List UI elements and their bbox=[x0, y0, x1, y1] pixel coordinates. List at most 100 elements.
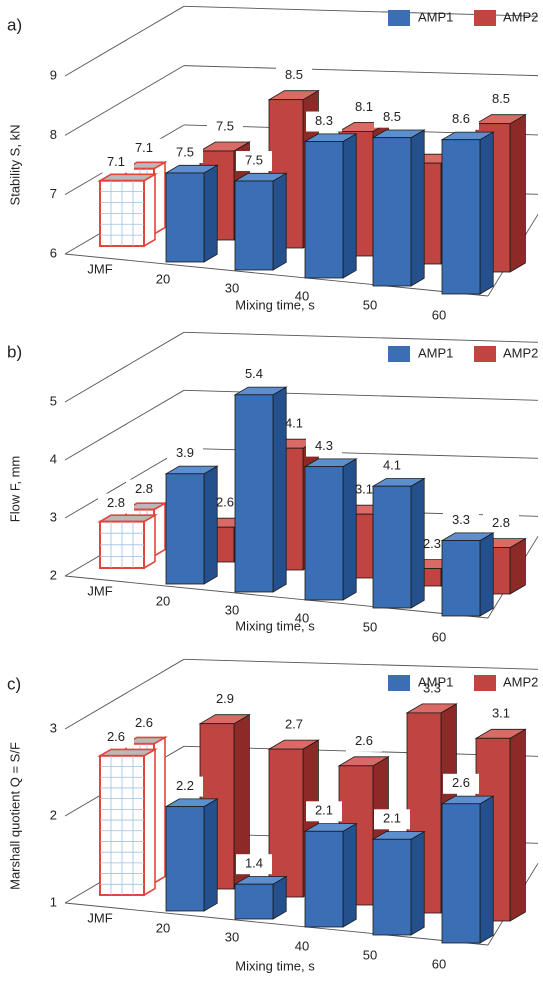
x-tick-label: JMF bbox=[87, 910, 112, 925]
x-tick-label: JMF bbox=[87, 583, 112, 598]
amp1-value-label: 5.4 bbox=[236, 364, 272, 385]
gridline-depth bbox=[64, 331, 185, 403]
amp1-bar-40-front bbox=[304, 466, 344, 601]
amp1-bar-40-side bbox=[342, 822, 357, 928]
legend: AMP1 AMP2 bbox=[388, 9, 538, 26]
amp1-value-label-text: 3.9 bbox=[176, 445, 194, 460]
chart-a: a) 6 7 8 9 Stability S, kN 7.5 8.5 8.1 8.5 7.1 7.1 7… bbox=[7, 5, 539, 322]
amp2-value-label-text: 2.7 bbox=[285, 717, 303, 732]
amp1-bar-20-front bbox=[165, 172, 205, 263]
y-tick-label: 1 bbox=[50, 894, 57, 909]
amp1-bar-20-front bbox=[165, 473, 205, 585]
amp1-value-label: 7.5 bbox=[167, 143, 203, 163]
floor-edge bbox=[64, 253, 489, 297]
amp1-bar-60-side bbox=[479, 795, 494, 944]
legend-swatch-amp1 bbox=[388, 675, 410, 691]
amp1-value-label-text: 2.1 bbox=[383, 811, 401, 826]
amp2-bar-30-front bbox=[268, 748, 304, 898]
x-tick-label: JMF bbox=[87, 261, 112, 276]
x-tick-label: 40 bbox=[295, 288, 309, 303]
amp1-bar-30 bbox=[233, 172, 288, 271]
amp1-bar-50-side bbox=[410, 477, 425, 609]
amp1-value-label: 2.1 bbox=[374, 809, 410, 830]
gridline-back bbox=[183, 658, 539, 670]
amp2-value-label-bg bbox=[276, 65, 312, 86]
amp1-value-label-bg bbox=[443, 773, 479, 794]
floor-edge bbox=[64, 902, 489, 946]
gridline-depth bbox=[64, 389, 185, 461]
y-tick-label: 4 bbox=[50, 451, 57, 466]
amp2-value-label-text: 8.5 bbox=[285, 67, 303, 82]
amp1-bar-20 bbox=[164, 164, 219, 263]
x-tick-label: 40 bbox=[295, 938, 309, 953]
amp2-value-label-text: 2.9 bbox=[216, 691, 234, 706]
legend-label-amp2: AMP2 bbox=[503, 345, 538, 360]
amp1-value-label: 3.9 bbox=[167, 443, 203, 464]
amp1-bar-50-front bbox=[372, 137, 412, 287]
amp1-bar-60-front bbox=[441, 803, 481, 944]
jmf-front-bar-side bbox=[143, 172, 156, 248]
amp1-bar-30-front bbox=[234, 180, 274, 271]
amp1-bar-30 bbox=[233, 386, 288, 593]
amp1-value-label-text: 8.3 bbox=[315, 113, 333, 128]
amp2-value-label: 3.1 bbox=[483, 704, 519, 725]
chart-c: c) 1 2 3 Marshall quotient Q = S/F 2.9 2.7 2.6 3… bbox=[7, 658, 539, 973]
legend-swatch-amp2 bbox=[474, 346, 496, 362]
amp1-bar-30-front bbox=[234, 394, 274, 593]
amp1-bar-30 bbox=[233, 875, 288, 920]
amp1-bar-60 bbox=[440, 795, 495, 944]
amp1-value-label-text: 8.6 bbox=[452, 111, 470, 126]
legend-swatch-amp1 bbox=[388, 346, 410, 362]
amp1-value-label-bg bbox=[306, 801, 342, 822]
amp2-value-label-bg bbox=[346, 731, 382, 752]
x-tick-label: 20 bbox=[156, 920, 170, 935]
panel-label: a) bbox=[7, 15, 22, 34]
amp1-bar-40 bbox=[303, 822, 358, 928]
amp2-value-label: 7.5 bbox=[207, 117, 243, 137]
amp1-value-label-text: 7.5 bbox=[176, 144, 194, 159]
amp1-bar-30-front bbox=[234, 883, 274, 920]
amp1-bar-60-front bbox=[441, 540, 481, 617]
amp2-value-label-text: 7.5 bbox=[216, 118, 234, 133]
legend-swatch-amp1 bbox=[388, 10, 410, 26]
amp2-value-label: 3.3 bbox=[414, 678, 450, 699]
jmf-back-label-text: 2.8 bbox=[135, 481, 153, 496]
y-tick-label: 5 bbox=[50, 393, 57, 408]
x-tick-label: 20 bbox=[156, 271, 170, 286]
amp2-value-label-text: 2.8 bbox=[492, 515, 510, 530]
amp2-bar-60-side bbox=[509, 537, 526, 595]
legend: AMP1 AMP2 bbox=[388, 674, 538, 691]
jmf-back-label: 2.6 bbox=[126, 713, 162, 734]
jmf-back-label-bg bbox=[126, 713, 162, 734]
amp1-bar-20 bbox=[164, 798, 219, 912]
amp1-bar-60 bbox=[440, 532, 495, 617]
amp1-value-label-bg bbox=[306, 436, 342, 457]
amp1-bar-20-side bbox=[203, 465, 218, 585]
amp1-value-label-bg bbox=[167, 443, 203, 464]
gridline-depth bbox=[64, 447, 185, 519]
amp2-value-label-text: 8.1 bbox=[355, 99, 373, 114]
amp1-value-label: 4.3 bbox=[306, 436, 342, 457]
jmf-front-label: 2.8 bbox=[98, 493, 134, 514]
amp1-bar-50 bbox=[371, 129, 426, 287]
amp1-value-label-text: 7.5 bbox=[245, 152, 263, 167]
amp1-bar-60-side bbox=[479, 131, 494, 295]
x-axis-label: Mixing time, s bbox=[235, 958, 315, 973]
legend-label-amp2: AMP2 bbox=[503, 674, 538, 689]
jmf-front-bar-side bbox=[143, 513, 156, 570]
jmf-back-label-bg bbox=[126, 479, 162, 500]
legend-label-amp1: AMP1 bbox=[418, 345, 453, 360]
panel-label: b) bbox=[7, 342, 22, 361]
amp2-bar-60-side bbox=[509, 728, 526, 922]
gridline-back bbox=[183, 65, 539, 77]
x-tick-label: 60 bbox=[432, 956, 446, 971]
panel-label: c) bbox=[7, 674, 21, 693]
amp2-value-label-bg bbox=[483, 704, 519, 725]
jmf-back-label: 7.1 bbox=[126, 138, 162, 159]
jmf-front-label-text: 2.8 bbox=[107, 495, 125, 510]
amp1-bar-30-side bbox=[272, 172, 287, 271]
jmf-front-bar bbox=[97, 513, 158, 570]
amp1-bar-60-side bbox=[479, 532, 494, 617]
amp1-value-label-bg bbox=[443, 510, 479, 531]
amp1-bar-40-side bbox=[342, 133, 357, 279]
